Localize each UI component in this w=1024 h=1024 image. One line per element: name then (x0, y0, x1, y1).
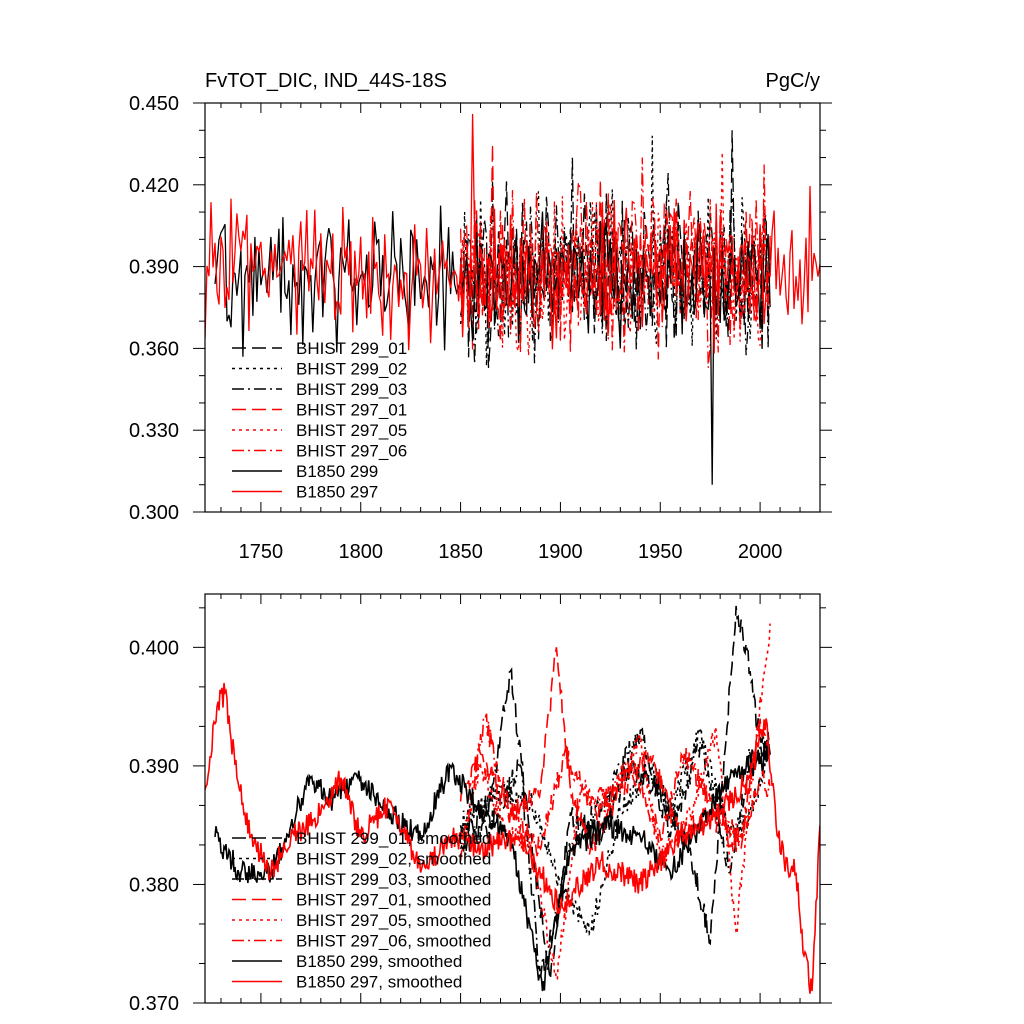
series-line-4 (459, 623, 771, 981)
series-line-7 (205, 113, 820, 354)
legend-item: B1850 299, smoothed (232, 952, 462, 971)
y-tick-label: 0.380 (129, 874, 179, 896)
legend-label: B1850 297 (296, 483, 378, 502)
units-label: PgC/y (766, 70, 820, 92)
legend-label: BHIST 299_02 (296, 360, 407, 379)
legend-label: BHIST 299_03, smoothed (296, 870, 491, 889)
x-tick-label: 1950 (638, 541, 683, 563)
series-lines (205, 605, 820, 994)
y-tick-label: 0.330 (129, 420, 179, 442)
bottom-panel: 0.370 0.380 0.390 0.400 BHIST 299_01, smooth… (129, 593, 832, 1015)
legend-label: BHIST 297_06, smoothed (296, 932, 491, 951)
legend-item: BHIST 297_05 (232, 421, 407, 440)
legend-item: BHIST 297_06, smoothed (232, 932, 491, 951)
legend-label: BHIST 297_01 (296, 401, 407, 420)
legend-item: BHIST 299_02, smoothed (232, 850, 491, 869)
legend-item: BHIST 297_05, smoothed (232, 911, 491, 930)
legend-item: BHIST 297_01 (232, 401, 407, 420)
legend-label: BHIST 299_01 (296, 339, 407, 358)
legend: BHIST 299_01, smoothed BHIST 299_02, smoo… (232, 829, 491, 992)
legend-item: BHIST 297_06 (232, 442, 407, 461)
legend-item: B1850 297, smoothed (232, 973, 462, 992)
legend-label: BHIST 297_06 (296, 442, 407, 461)
plot-frame (204, 593, 821, 1004)
y-tick-label: 0.390 (129, 756, 179, 778)
y-tick-label: 0.420 (129, 175, 179, 197)
legend-item: BHIST 299_01 (232, 339, 407, 358)
legend-label: BHIST 299_02, smoothed (296, 850, 491, 869)
legend-item: BHIST 299_01, smoothed (232, 829, 491, 848)
legend-item: B1850 299 (232, 462, 378, 481)
chart-title: FvTOT_DIC, IND_44S-18S (205, 70, 447, 92)
legend-item: B1850 297 (232, 483, 378, 502)
series-line-5 (459, 713, 771, 861)
x-tick-label: 1750 (239, 541, 284, 563)
legend-label: B1850 297, smoothed (296, 973, 462, 992)
y-axis: 0.300 0.330 0.360 0.390 0.420 0.450 (129, 93, 832, 524)
series-line-1 (459, 727, 771, 937)
y-axis: 0.370 0.380 0.390 0.400 (129, 607, 832, 1015)
x-tick-label: 1850 (438, 541, 483, 563)
y-tick-label: 0.400 (129, 637, 179, 659)
x-tick-label: 1900 (538, 541, 583, 563)
legend-item: BHIST 299_03, smoothed (232, 870, 491, 889)
y-tick-label: 0.300 (129, 502, 179, 524)
legend-label: BHIST 299_01, smoothed (296, 829, 491, 848)
legend-item: BHIST 297_01, smoothed (232, 891, 491, 910)
x-tick-label: 2000 (738, 541, 783, 563)
x-axis (220, 594, 821, 1003)
x-axis: 1750 1800 1850 1900 1950 2000 (220, 103, 821, 563)
y-tick-label: 0.450 (129, 93, 179, 115)
top-panel: 1750 1800 1850 1900 1950 20000.3000.3300.3600… (129, 70, 832, 563)
legend-item: BHIST 299_03 (232, 380, 407, 399)
plot-frame (204, 102, 821, 513)
series-line-2 (459, 727, 771, 980)
legend-label: B1850 299, smoothed (296, 952, 462, 971)
y-tick-label: 0.360 (129, 338, 179, 360)
y-tick-label: 0.390 (129, 257, 179, 279)
x-tick-label: 1800 (338, 541, 383, 563)
y-tick-label: 0.370 (129, 993, 179, 1015)
series-lines (205, 113, 820, 485)
legend-item: BHIST 299_02 (232, 360, 407, 379)
legend-label: BHIST 297_05, smoothed (296, 911, 491, 930)
legend-label: B1850 299 (296, 462, 378, 481)
series-line-7 (205, 682, 820, 994)
legend-label: BHIST 299_03 (296, 380, 407, 399)
legend-label: BHIST 297_05 (296, 421, 407, 440)
series-line-6 (214, 745, 771, 992)
legend-label: BHIST 297_01, smoothed (296, 891, 491, 910)
